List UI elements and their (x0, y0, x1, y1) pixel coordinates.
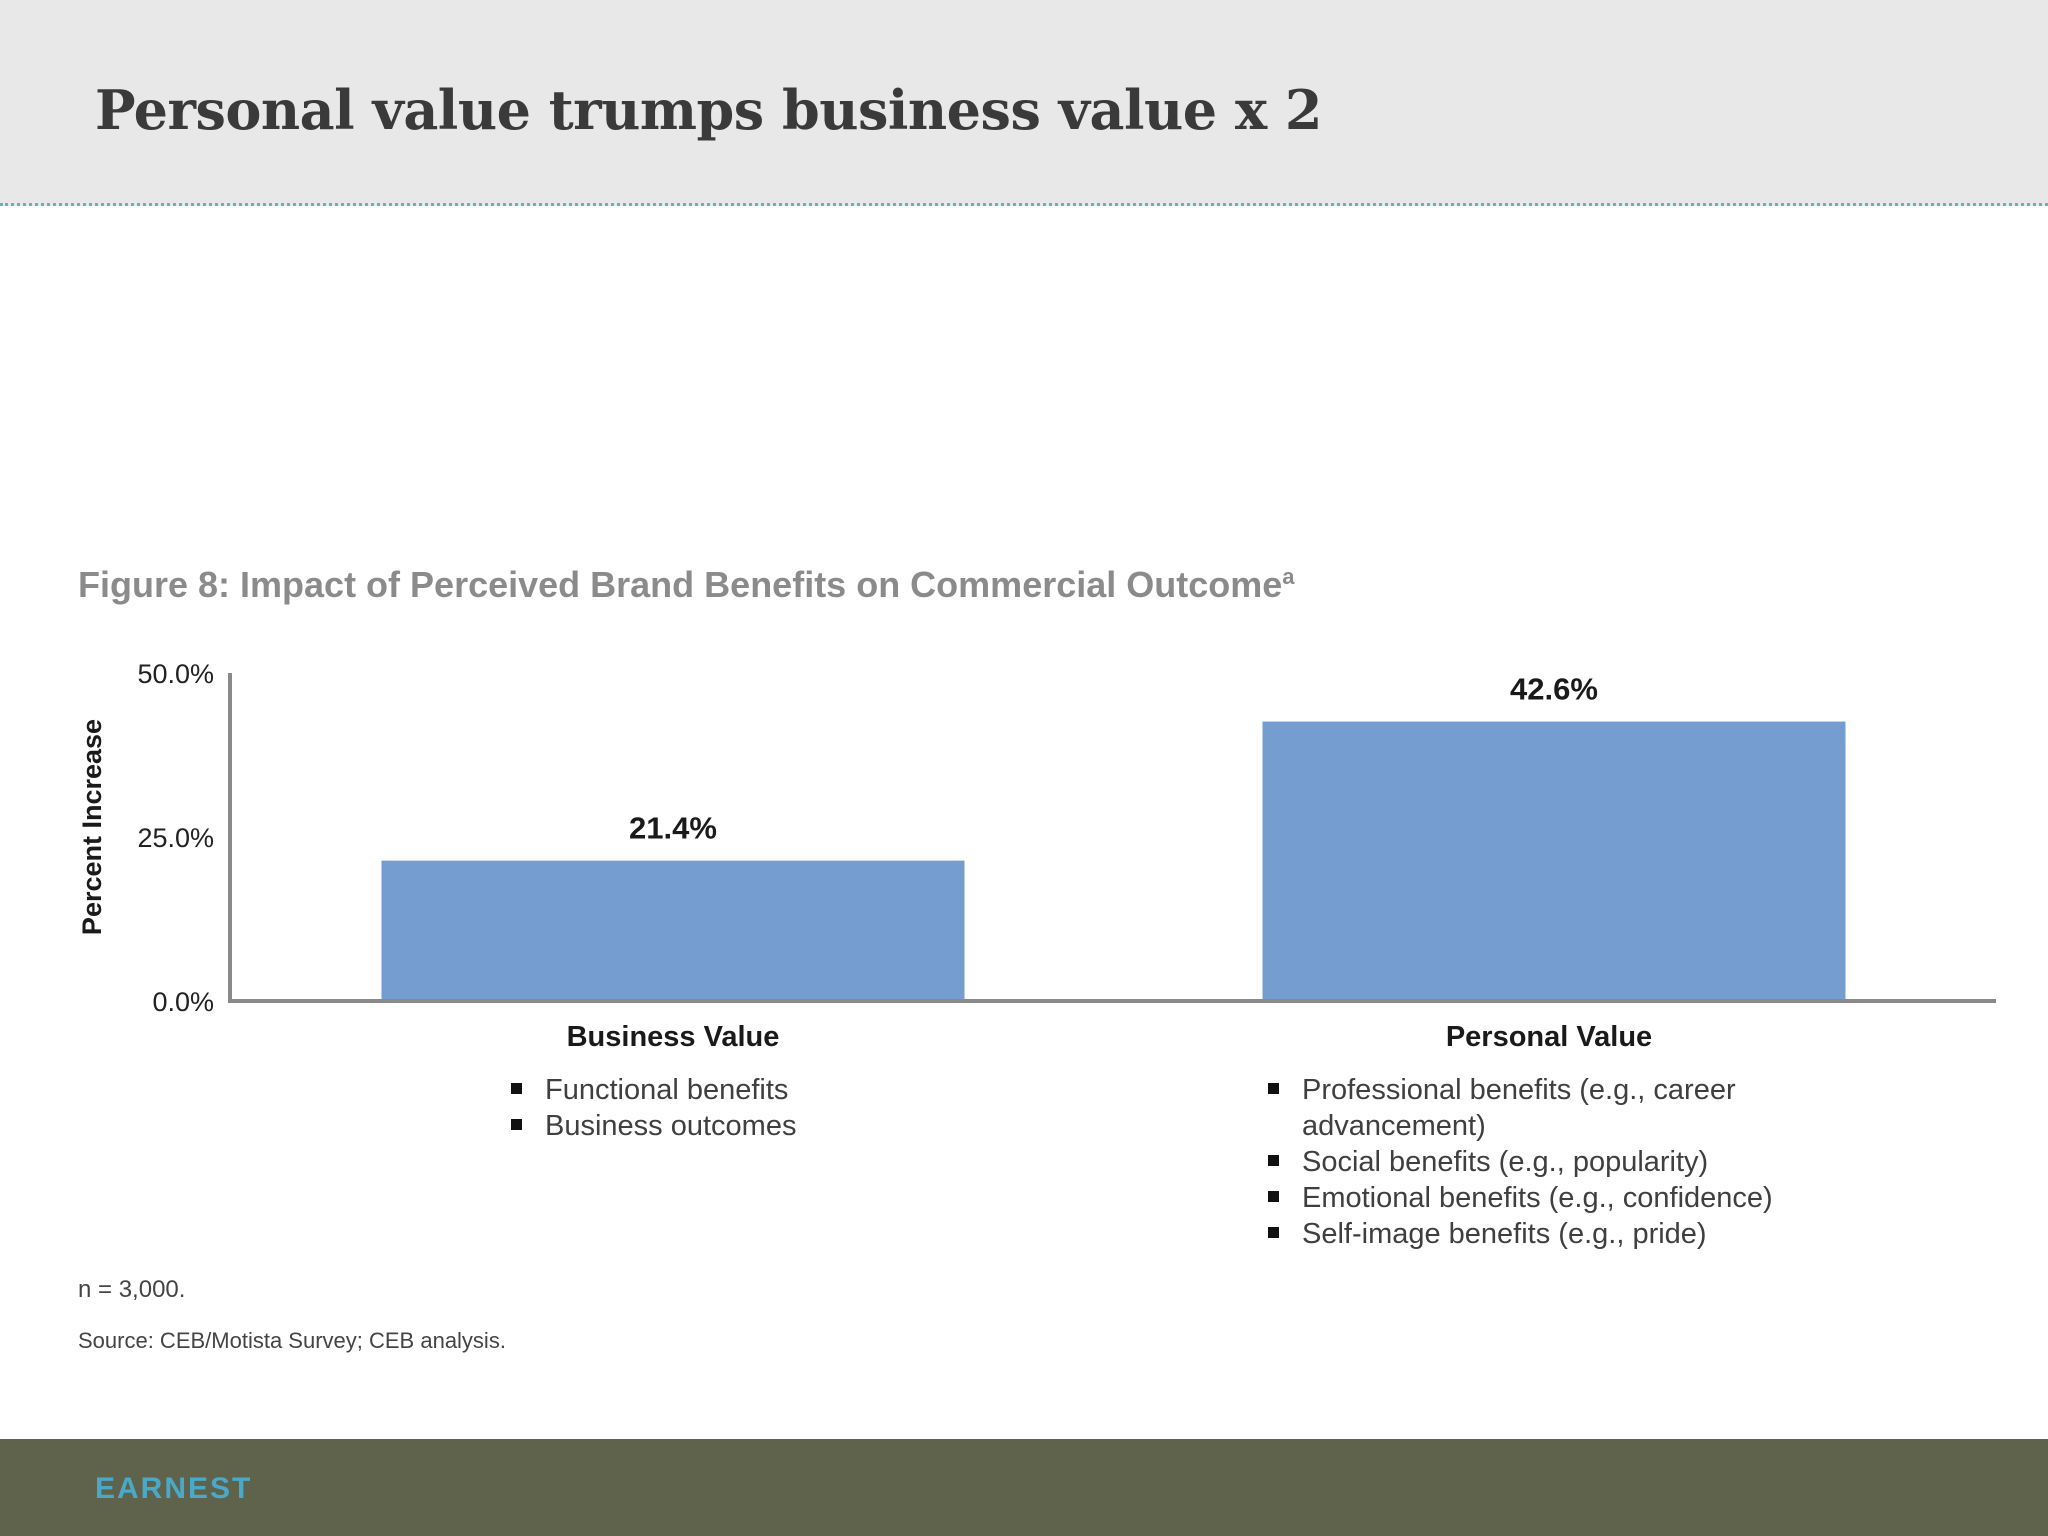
y-tick-label: 50.0% (137, 659, 214, 689)
earnest-logo: EARNEST (95, 1472, 253, 1505)
bullet-item: Professional benefits (e.g., career adva… (1268, 1072, 1828, 1144)
y-tick-label: 25.0% (137, 823, 214, 853)
y-tick-label: 0.0% (152, 987, 214, 1017)
figure-title: Figure 8: Impact of Perceived Brand Bene… (78, 564, 1295, 606)
category-label-personal: Personal Value (1445, 1021, 1653, 1053)
source-note: Source: CEB/Motista Survey; CEB analysis… (78, 1328, 506, 1353)
category-label-business: Business Value (566, 1021, 780, 1053)
bar (381, 860, 965, 1001)
figure-title-text: Figure 8: Impact of Perceived Brand Bene… (78, 564, 1283, 605)
bar (1262, 721, 1846, 1001)
personal-bullets: Professional benefits (e.g., career adva… (1268, 1072, 1828, 1252)
footer-band: EARNEST (0, 1439, 2048, 1536)
business-bullets: Functional benefits Business outcomes (511, 1072, 931, 1144)
sample-size-note: n = 3,000. (78, 1276, 186, 1303)
bullet-item: Emotional benefits (e.g., confidence) (1268, 1180, 1828, 1216)
bullet-item: Business outcomes (511, 1108, 931, 1144)
data-label: 21.4% (629, 811, 717, 846)
slide-title: Personal value trumps business value x 2 (95, 78, 1323, 142)
bullet-item: Functional benefits (511, 1072, 931, 1108)
y-axis-label: Percent Increase (77, 719, 107, 935)
bullet-item: Self-image benefits (e.g., pride) (1268, 1216, 1828, 1252)
bullet-item: Social benefits (e.g., popularity) (1268, 1144, 1828, 1180)
figure-title-superscript: a (1282, 564, 1295, 589)
header-band: Personal value trumps business value x 2 (0, 0, 2048, 206)
data-label: 42.6% (1510, 672, 1598, 707)
